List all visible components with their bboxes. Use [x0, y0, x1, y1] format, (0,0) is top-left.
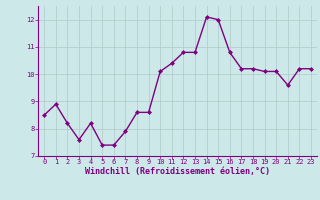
- X-axis label: Windchill (Refroidissement éolien,°C): Windchill (Refroidissement éolien,°C): [85, 167, 270, 176]
